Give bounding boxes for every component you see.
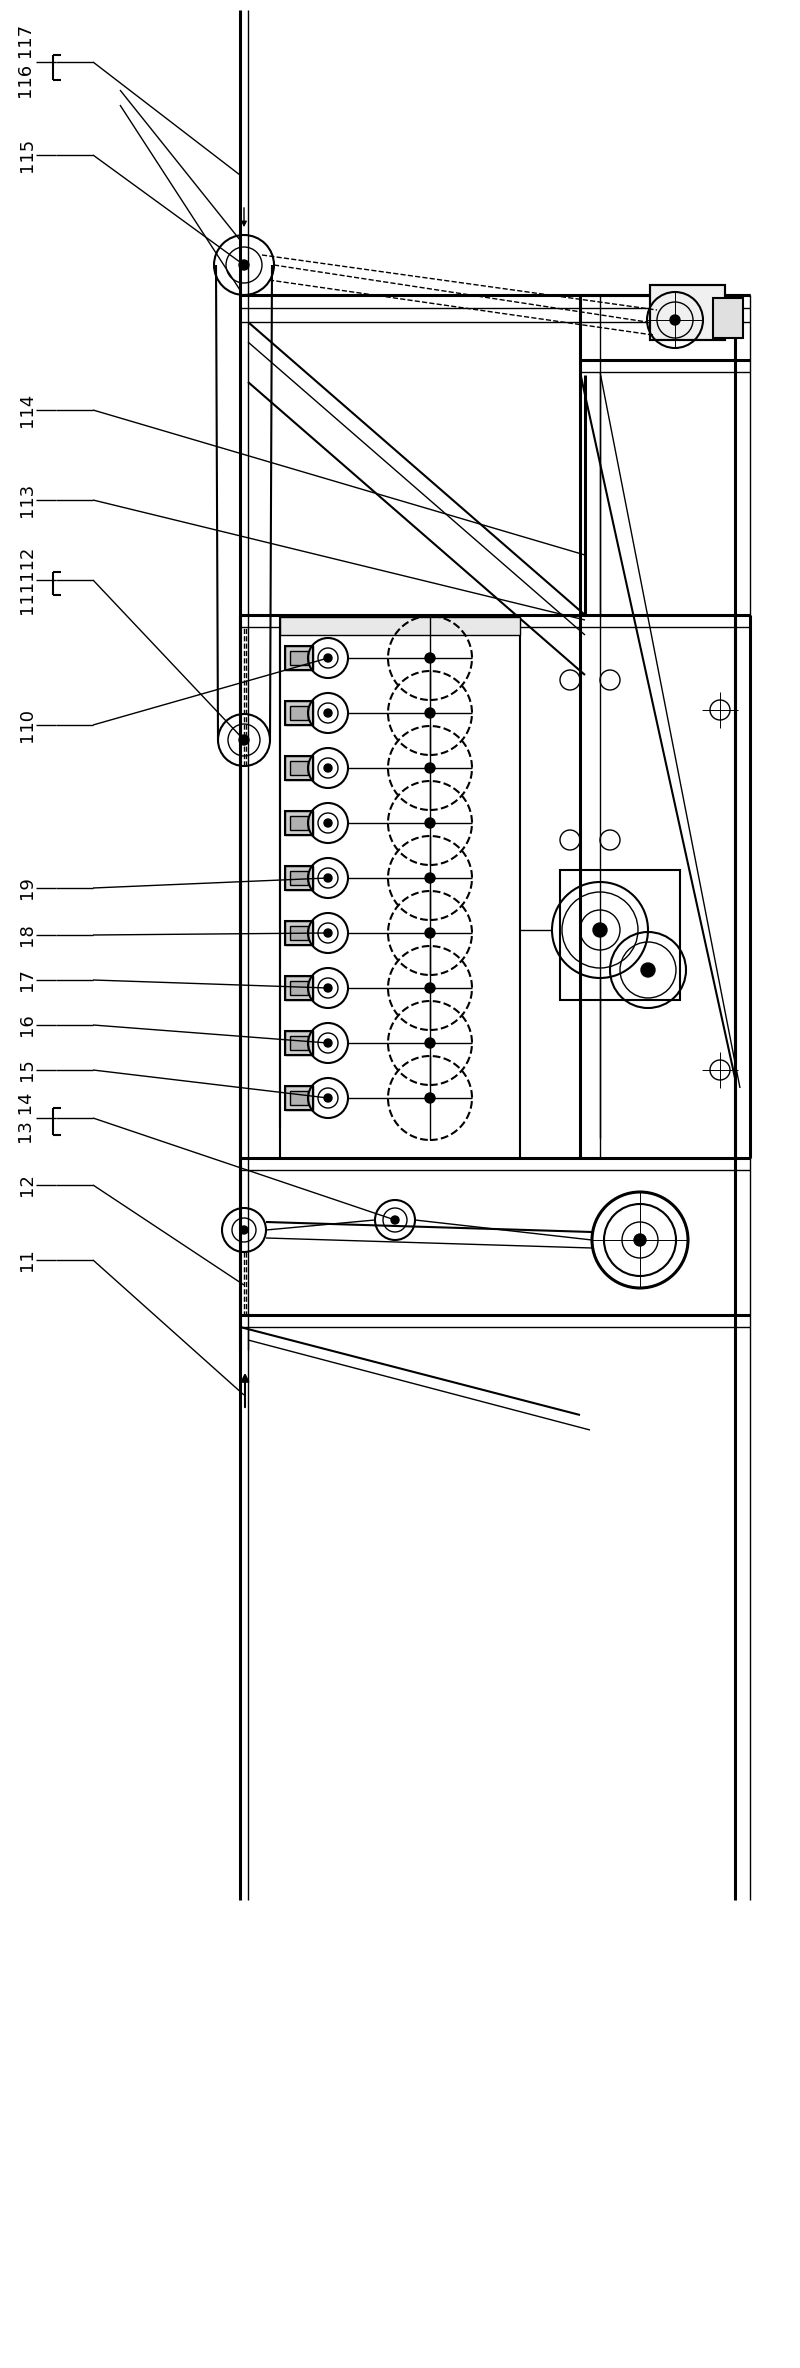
Circle shape — [593, 924, 607, 938]
Bar — [290, 980, 308, 995]
Bar — [285, 646, 313, 670]
Circle shape — [670, 315, 680, 324]
Circle shape — [324, 928, 332, 938]
Text: 116 117: 116 117 — [18, 26, 36, 99]
Bar — [290, 871, 308, 886]
Circle shape — [391, 1217, 399, 1224]
Circle shape — [425, 1037, 435, 1049]
Text: 15: 15 — [18, 1058, 36, 1082]
Bar — [285, 921, 313, 945]
Bar — [285, 810, 313, 836]
Bar — [290, 817, 308, 831]
Text: 18: 18 — [18, 924, 36, 947]
Circle shape — [425, 928, 435, 938]
Circle shape — [324, 874, 332, 881]
Circle shape — [240, 1227, 248, 1234]
Bar — [285, 1030, 313, 1056]
Bar — [285, 867, 313, 890]
Circle shape — [324, 765, 332, 772]
Circle shape — [425, 983, 435, 992]
Circle shape — [425, 1094, 435, 1103]
Circle shape — [324, 1040, 332, 1047]
Text: 13 14: 13 14 — [18, 1092, 36, 1144]
Text: 11: 11 — [18, 1248, 36, 1272]
Bar — [285, 976, 313, 999]
Circle shape — [324, 654, 332, 663]
Circle shape — [425, 762, 435, 772]
Text: 110: 110 — [18, 708, 36, 741]
Bar — [560, 869, 680, 999]
Circle shape — [239, 260, 249, 270]
Bar — [290, 1092, 308, 1106]
Bar — [285, 976, 313, 999]
Text: 12: 12 — [18, 1175, 36, 1196]
Circle shape — [324, 1094, 332, 1101]
Bar — [285, 921, 313, 945]
Bar — [290, 926, 308, 940]
Circle shape — [641, 964, 655, 978]
Circle shape — [239, 734, 249, 746]
Text: 19: 19 — [18, 876, 36, 900]
Text: 111112: 111112 — [18, 545, 36, 613]
Bar — [650, 284, 725, 341]
Bar — [290, 760, 308, 774]
Circle shape — [324, 708, 332, 718]
Bar — [713, 298, 743, 339]
Text: 115: 115 — [18, 137, 36, 173]
Circle shape — [634, 1234, 646, 1246]
Circle shape — [425, 654, 435, 663]
Bar — [285, 701, 313, 725]
Bar — [285, 755, 313, 779]
Bar — [285, 701, 313, 725]
Circle shape — [324, 985, 332, 992]
Bar — [285, 810, 313, 836]
Text: 17: 17 — [18, 969, 36, 992]
Bar — [290, 1037, 308, 1049]
Circle shape — [425, 817, 435, 829]
Bar — [285, 1030, 313, 1056]
Text: 113: 113 — [18, 483, 36, 516]
Circle shape — [324, 819, 332, 826]
Circle shape — [425, 874, 435, 883]
Bar — [285, 646, 313, 670]
Bar — [285, 755, 313, 779]
Bar — [290, 706, 308, 720]
Bar — [285, 867, 313, 890]
Bar — [285, 1087, 313, 1111]
Text: 16: 16 — [18, 1014, 36, 1037]
Bar — [285, 1087, 313, 1111]
Bar — [290, 651, 308, 665]
Bar — [280, 618, 520, 635]
Circle shape — [425, 708, 435, 718]
Text: 114: 114 — [18, 393, 36, 426]
Bar — [650, 284, 725, 341]
